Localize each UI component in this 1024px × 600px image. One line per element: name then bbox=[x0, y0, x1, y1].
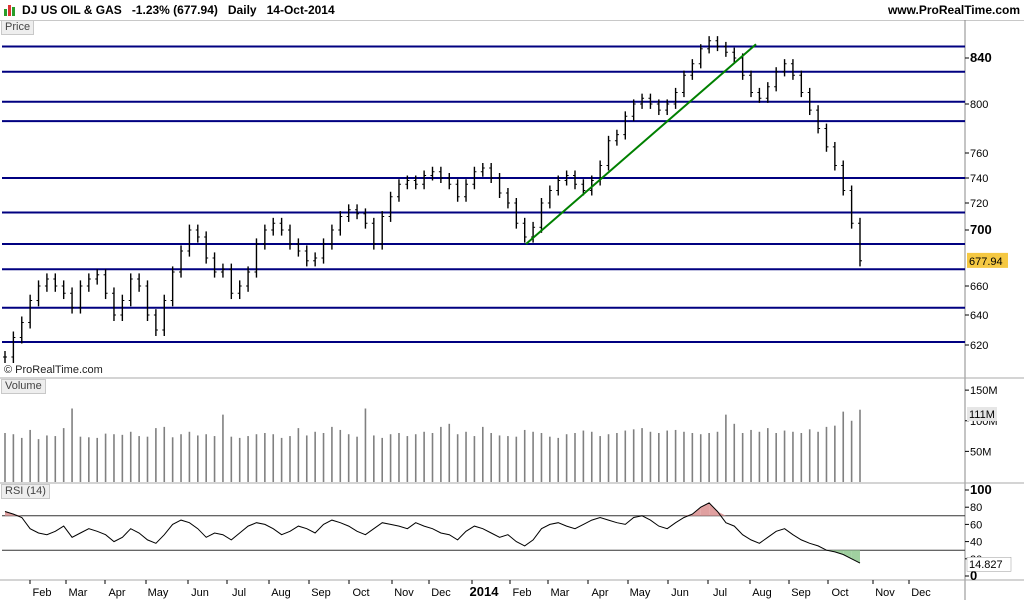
last-rsi-badge bbox=[966, 556, 1012, 572]
rsi-oversold-fill bbox=[851, 550, 860, 564]
instrument-name: DJ US OIL & GAS bbox=[22, 3, 122, 17]
instrument-info: DJ US OIL & GAS -1.23% (677.94) Daily 14… bbox=[22, 3, 335, 17]
x-tick-label: May bbox=[630, 587, 651, 599]
x-tick-label: Dec bbox=[431, 587, 451, 599]
copyright: © ProRealTime.com bbox=[4, 364, 103, 376]
x-tick-label: Jul bbox=[232, 587, 246, 599]
prorealtime-logo-icon bbox=[4, 5, 15, 16]
date: 14-Oct-2014 bbox=[266, 3, 335, 17]
rsi-overbought-fill bbox=[700, 502, 710, 516]
last-volume-value: 111M bbox=[969, 409, 995, 421]
x-tick-label: Feb bbox=[33, 587, 52, 599]
rsi-panel-label: RSI (14) bbox=[1, 484, 50, 499]
x-tick-label: Oct bbox=[831, 587, 848, 599]
last-rsi-value: 14.827 bbox=[969, 559, 1003, 571]
volume-tick-label: 50M bbox=[970, 446, 991, 458]
site-url[interactable]: www.ProRealTime.com bbox=[887, 3, 1020, 17]
x-tick-label: Nov bbox=[394, 587, 414, 599]
x-tick-label: Aug bbox=[271, 587, 291, 599]
price-tick-label: 760 bbox=[970, 148, 988, 160]
rsi-tick-label: 60 bbox=[970, 519, 982, 531]
rsi-tick-label: 100 bbox=[970, 482, 992, 497]
chart-header: DJ US OIL & GAS -1.23% (677.94) Daily 14… bbox=[0, 0, 1024, 21]
last-price-value: 677.94 bbox=[969, 256, 1003, 268]
price-tick-label: 740 bbox=[970, 173, 988, 185]
rsi-oversold-fill bbox=[843, 550, 852, 559]
period: Daily bbox=[227, 3, 257, 17]
price-panel-label: Price bbox=[1, 20, 35, 35]
price-tick-label: 700 bbox=[970, 222, 992, 237]
volume-tick-label: 150M bbox=[970, 385, 998, 397]
rsi-line bbox=[4, 502, 861, 564]
volume-panel-label: Volume bbox=[1, 379, 46, 394]
x-tick-label: Jun bbox=[191, 587, 209, 599]
x-tick-label: 2014 bbox=[470, 584, 500, 599]
x-tick-label: Mar bbox=[551, 587, 570, 599]
x-tick-label: Jul bbox=[713, 587, 727, 599]
x-tick-label: Apr bbox=[108, 587, 125, 599]
price-tick-label: 720 bbox=[970, 198, 988, 210]
last-price-badge bbox=[967, 252, 1008, 268]
x-tick-label: Nov bbox=[875, 587, 895, 599]
rsi-tick-label: 40 bbox=[970, 537, 982, 549]
rsi-tick-label: 0 bbox=[970, 568, 977, 583]
x-tick-label: Sep bbox=[311, 587, 331, 599]
price-tick-label: 640 bbox=[970, 310, 988, 322]
x-tick-label: Aug bbox=[752, 587, 772, 599]
x-tick-label: Dec bbox=[911, 587, 931, 599]
x-tick-label: Apr bbox=[591, 587, 608, 599]
price-change: -1.23% (677.94) bbox=[131, 3, 218, 17]
x-tick-label: Feb bbox=[513, 587, 532, 599]
last-volume-badge bbox=[967, 407, 997, 422]
price-tick-label: 620 bbox=[970, 340, 988, 352]
rsi-tick-label: 80 bbox=[970, 502, 982, 514]
price-tick-label: 840 bbox=[970, 50, 992, 65]
x-tick-label: Oct bbox=[352, 587, 369, 599]
x-tick-label: Jun bbox=[671, 587, 689, 599]
trendline bbox=[525, 43, 757, 245]
x-tick-label: Sep bbox=[791, 587, 811, 599]
rsi-overbought-fill bbox=[709, 502, 718, 516]
x-tick-label: May bbox=[148, 587, 169, 599]
price-tick-label: 800 bbox=[970, 99, 988, 111]
x-tick-label: Mar bbox=[69, 587, 88, 599]
price-tick-label: 660 bbox=[970, 281, 988, 293]
